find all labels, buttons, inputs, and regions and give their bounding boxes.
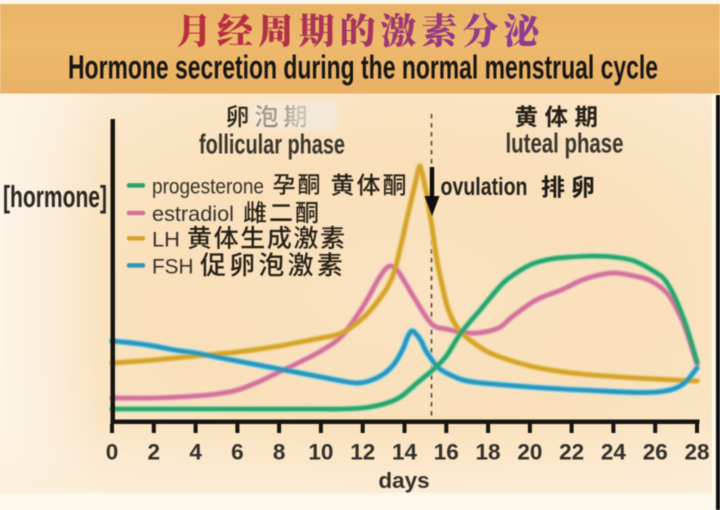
svg-text:28: 28 [684, 440, 709, 465]
svg-text:14: 14 [392, 440, 418, 465]
svg-text:6: 6 [231, 440, 244, 465]
svg-text:follicular phase: follicular phase [199, 129, 345, 160]
svg-text:luteal phase: luteal phase [506, 128, 624, 159]
svg-text:Hormone secretion during the n: Hormone secretion during the normal mens… [68, 49, 658, 86]
svg-text:8: 8 [273, 440, 286, 465]
svg-text:20: 20 [517, 440, 542, 465]
svg-text:progesterone: progesterone [152, 175, 264, 198]
svg-text:2: 2 [148, 440, 161, 465]
svg-text:0: 0 [106, 440, 119, 465]
svg-text:10: 10 [308, 440, 333, 465]
svg-text:LH: LH [152, 228, 180, 251]
svg-text:ovulation: ovulation [441, 173, 528, 201]
svg-text:26: 26 [643, 440, 668, 465]
svg-text:FSH: FSH [152, 255, 194, 278]
svg-text:16: 16 [434, 440, 459, 465]
svg-text:12: 12 [350, 440, 375, 465]
svg-text:4: 4 [189, 440, 202, 465]
svg-text:18: 18 [476, 440, 501, 465]
svg-text:days: days [378, 468, 429, 493]
svg-text:estradiol: estradiol [152, 203, 234, 226]
svg-text:24: 24 [601, 440, 627, 465]
svg-text:[hormone]: [hormone] [3, 179, 107, 214]
svg-text:22: 22 [559, 440, 584, 465]
